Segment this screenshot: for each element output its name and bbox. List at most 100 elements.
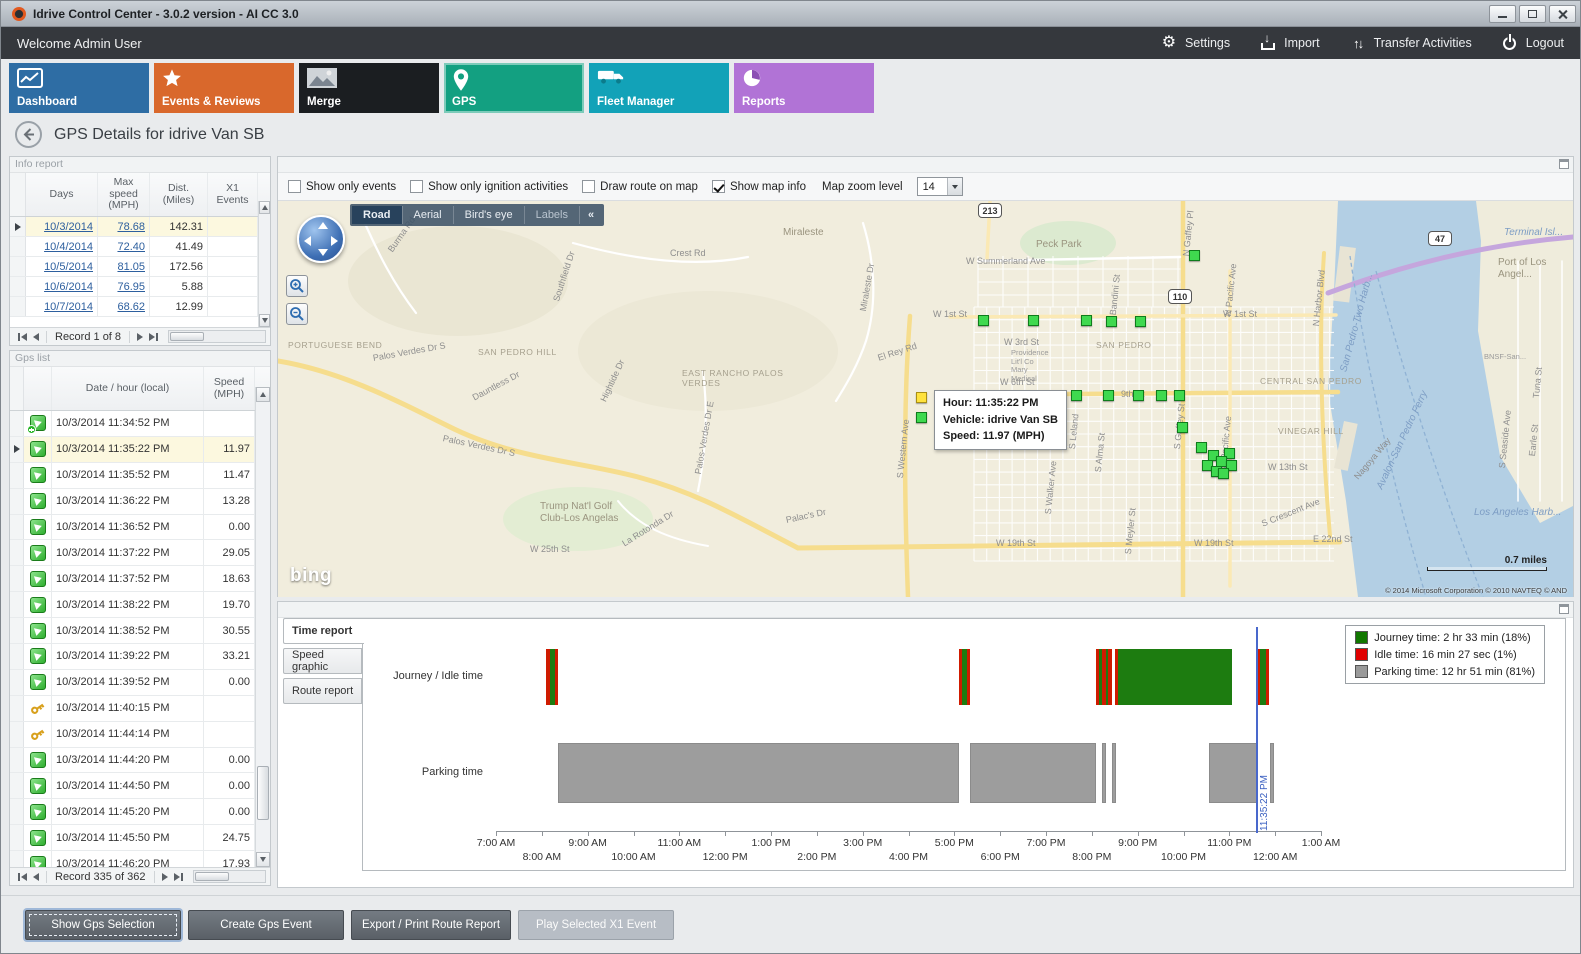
action-transfer-activities[interactable]: ↑↓ Transfer Activities (1350, 35, 1472, 51)
max-speed-link[interactable]: 72.40 (117, 240, 145, 253)
gps-list-row[interactable]: 10/3/2014 11:35:22 PM 11.97 (10, 436, 270, 463)
gps-list-row[interactable]: 10/3/2014 11:37:52 PM 18.63 (10, 566, 270, 593)
back-button[interactable] (15, 121, 42, 148)
gps-list-row[interactable]: 10/3/2014 11:40:15 PM (10, 695, 270, 722)
tab-reports[interactable]: Reports (734, 63, 874, 113)
close-button[interactable] (1549, 4, 1576, 23)
gps-event-marker[interactable] (1174, 390, 1185, 401)
gps-list-row[interactable]: 10/3/2014 11:45:20 PM 0.00 (10, 799, 270, 826)
max-speed-link[interactable]: 78.68 (117, 220, 145, 233)
map-style-aerial[interactable]: Aerial (401, 206, 453, 224)
gps-list-row[interactable]: 10/3/2014 11:38:22 PM 19.70 (10, 592, 270, 619)
tab-route-report[interactable]: Route report (283, 678, 362, 704)
tab-events-reviews[interactable]: Events & Reviews (154, 63, 294, 113)
gps-list-row[interactable]: 10/3/2014 11:44:50 PM 0.00 (10, 773, 270, 800)
action-logout[interactable]: Logout (1502, 33, 1564, 51)
day-link[interactable]: 10/4/2014 (44, 240, 93, 253)
gps-list-row[interactable]: 10/3/2014 11:34:52 PM (10, 411, 270, 437)
info-report-scrollbar[interactable] (258, 201, 270, 327)
info-report-row[interactable]: 10/5/2014 81.05 172.56 (10, 257, 270, 277)
map-pan-control[interactable] (297, 215, 345, 263)
tab-fleet-manager[interactable]: Fleet Manager (589, 63, 729, 113)
day-link[interactable]: 10/3/2014 (44, 220, 93, 233)
scrollbar-thumb[interactable] (194, 872, 229, 881)
chart-panel-maximize-button[interactable] (1559, 604, 1569, 614)
show-gps-selection-button[interactable]: Show Gps Selection (25, 910, 181, 940)
scroll-down-button[interactable] (256, 852, 270, 867)
gps-list-row[interactable]: 10/3/2014 11:39:52 PM 0.00 (10, 669, 270, 696)
map-panel-maximize-button[interactable] (1559, 159, 1569, 169)
scroll-up-button[interactable] (259, 201, 270, 214)
action-import[interactable]: ↓ Import (1260, 31, 1320, 51)
checkbox-show-only-ignition-activities[interactable]: Show only ignition activities (410, 180, 568, 193)
first-record-button[interactable] (14, 330, 30, 344)
gps-list-row[interactable]: 10/3/2014 11:39:22 PM 33.21 (10, 644, 270, 670)
horizontal-scrollbar[interactable] (192, 870, 266, 883)
scroll-up-button[interactable] (256, 387, 270, 402)
gps-event-marker[interactable] (1106, 316, 1117, 327)
first-record-button[interactable] (14, 870, 30, 884)
tab-speed-graphic[interactable]: Speed graphic (283, 648, 362, 674)
max-speed-link[interactable]: 76.95 (117, 280, 145, 293)
zoom-in-button[interactable] (286, 275, 308, 297)
checkbox-show-only-events[interactable]: Show only events (288, 180, 396, 193)
gps-list-row[interactable]: 10/3/2014 11:35:52 PM 11.47 (10, 462, 270, 489)
gps-event-marker[interactable] (978, 315, 989, 326)
gps-list-row[interactable]: 10/3/2014 11:37:22 PM 29.05 (10, 540, 270, 567)
gps-list-row[interactable]: 10/3/2014 11:45:50 PM 24.75 (10, 825, 270, 852)
tab-merge[interactable]: Merge (299, 63, 439, 113)
gps-list-row[interactable]: 10/3/2014 11:44:14 PM (10, 721, 270, 748)
gps-event-marker[interactable] (1208, 450, 1219, 461)
minimize-button[interactable] (1489, 4, 1516, 23)
info-report-row[interactable]: 10/4/2014 72.40 41.49 (10, 237, 270, 257)
column-header-x1-events[interactable]: X1 Events (208, 173, 258, 216)
last-record-button[interactable] (146, 330, 162, 344)
info-report-row[interactable]: 10/3/2014 78.68 142.31 (10, 217, 270, 237)
horizontal-scrollbar[interactable] (168, 330, 266, 343)
map-tabs-collapse-button[interactable]: « (579, 206, 602, 224)
checkbox-draw-route-on-map[interactable]: Draw route on map (582, 180, 698, 193)
info-report-row[interactable]: 10/7/2014 68.62 12.99 (10, 297, 270, 317)
gps-event-marker[interactable] (1103, 390, 1114, 401)
gps-event-marker[interactable] (1028, 315, 1039, 326)
map-zoom-level-select[interactable]: 14 (916, 177, 963, 196)
gps-event-marker[interactable] (1196, 442, 1207, 453)
gps-event-marker[interactable] (1156, 390, 1167, 401)
scrollbar-thumb[interactable] (257, 766, 269, 821)
gps-list-row[interactable]: 10/3/2014 11:36:52 PM 0.00 (10, 514, 270, 541)
day-link[interactable]: 10/5/2014 (44, 260, 93, 273)
tab-gps[interactable]: GPS (444, 63, 584, 113)
max-speed-link[interactable]: 81.05 (117, 260, 145, 273)
next-record-button[interactable] (159, 870, 171, 884)
column-header-dist-miles[interactable]: Dist. (Miles) (150, 173, 208, 216)
gps-list-row[interactable]: 10/3/2014 11:44:20 PM 0.00 (10, 747, 270, 774)
gps-event-marker[interactable] (1226, 460, 1237, 471)
gps-event-marker[interactable] (1189, 250, 1200, 261)
column-header-icon[interactable] (24, 367, 52, 410)
gps-event-marker[interactable] (1071, 390, 1082, 401)
action-settings[interactable]: ⚙ Settings (1161, 34, 1231, 51)
prev-record-button[interactable] (30, 870, 42, 884)
scrollbar-thumb[interactable] (170, 332, 205, 341)
gps-event-marker[interactable] (1218, 468, 1229, 479)
export-print-route-report-button[interactable]: Export / Print Route Report (351, 910, 512, 940)
gps-list-scrollbar[interactable] (255, 387, 270, 867)
last-record-button[interactable] (171, 870, 187, 884)
scroll-down-button[interactable] (259, 314, 270, 327)
gps-list-row[interactable]: 10/3/2014 11:36:22 PM 13.28 (10, 488, 270, 515)
gps-event-marker[interactable] (1224, 448, 1235, 459)
day-link[interactable]: 10/6/2014 (44, 280, 93, 293)
gps-event-marker[interactable] (916, 412, 927, 423)
column-header-speed-mph[interactable]: Speed (MPH) (204, 367, 255, 410)
prev-record-button[interactable] (30, 330, 42, 344)
zoom-out-button[interactable] (286, 303, 308, 325)
map-style-road[interactable]: Road (352, 206, 402, 224)
gps-event-marker[interactable] (1177, 422, 1188, 433)
gps-event-marker[interactable] (1133, 390, 1144, 401)
max-speed-link[interactable]: 68.62 (117, 300, 145, 313)
selected-gps-marker[interactable] (916, 392, 927, 403)
column-header-days[interactable]: Days (26, 173, 98, 216)
gps-event-marker[interactable] (1135, 316, 1146, 327)
column-header-max-speed-mph[interactable]: Max speed (MPH) (98, 173, 150, 216)
map-style-labels[interactable]: Labels (523, 206, 579, 224)
